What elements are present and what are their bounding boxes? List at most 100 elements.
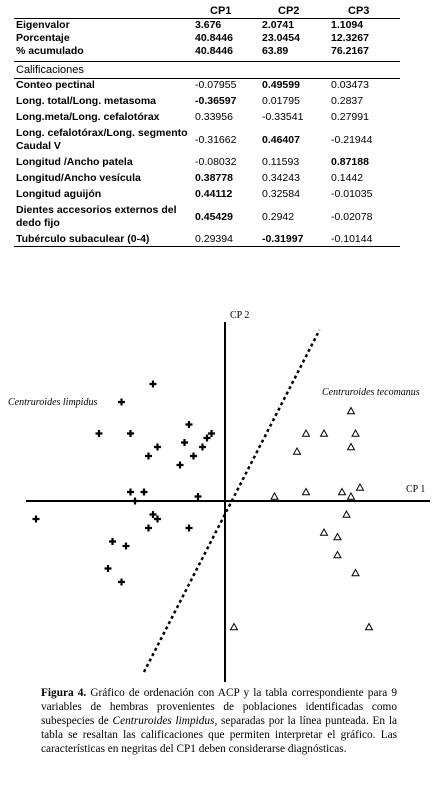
point-limpidus (190, 452, 197, 460)
cp1-value: -0.31662 (195, 134, 237, 146)
section-row: Calificaciones (14, 62, 400, 78)
eigen-rows: Eigenvalor 3.676 2.0741 1.1094 Porcentaje 40.… (14, 19, 400, 58)
cp3-value: 1.1094 (331, 19, 364, 31)
point-limpidus (118, 398, 125, 406)
point-limpidus (104, 565, 112, 572)
score-row: Longitud aguijón 0.44112 0.32584 -0.01035 (14, 188, 400, 201)
cp1-value: 40.8446 (195, 32, 233, 44)
cp1-value: 0.45429 (195, 211, 233, 223)
cp1-value: -0.36597 (195, 95, 237, 107)
point-tecomanus (301, 428, 311, 437)
point-limpidus (208, 430, 215, 437)
point-tecomanus (333, 532, 342, 541)
point-tecomanus (270, 491, 279, 500)
point-limpidus (181, 439, 188, 446)
cp3-value: 12.3267 (331, 32, 369, 44)
cp3-value: 0.03473 (331, 79, 369, 91)
section-rule-bottom (14, 78, 400, 79)
annotation-limpidus: Centruroides limpidus (8, 397, 97, 408)
cp2-value: -0.31997 (262, 233, 304, 245)
point-tecomanus (337, 487, 347, 496)
row-label: Porcentaje (16, 32, 70, 44)
row-label: Long. total/Long. metasoma (16, 95, 157, 107)
cp3-value: 0.2837 (331, 95, 364, 107)
section-label: Calificaciones (16, 64, 84, 76)
cp3-value: -0.01035 (331, 188, 373, 200)
cp1-value: -0.07955 (195, 79, 237, 91)
caption-text-1: Gráfico de ordenación con ACP y la tabla… (41, 687, 397, 727)
score-row: Long. cefalotórax/Long. segmento Caudal … (14, 127, 400, 153)
cp3-value: 0.27991 (331, 111, 369, 123)
point-limpidus (149, 380, 157, 388)
cp2-value: 0.32584 (262, 188, 300, 200)
header-cp2: CP2 (278, 5, 300, 17)
eigen-row: % acumulado 40.8446 63.89 76.2167 (14, 45, 400, 58)
cp2-value: 0.49599 (262, 79, 300, 91)
cp1-value: 0.44112 (195, 188, 233, 200)
point-limpidus (185, 524, 193, 532)
cp1-value: 40.8446 (195, 45, 233, 57)
table-header-row: CP1 CP2 CP3 (14, 5, 400, 18)
header-rule (14, 18, 400, 19)
point-limpidus (32, 515, 40, 523)
point-limpidus (127, 488, 134, 496)
point-tecomanus (364, 622, 374, 631)
point-tecomanus (319, 428, 329, 437)
row-label: Eigenvalor (16, 19, 70, 31)
cp2-value: 0.2942 (262, 211, 295, 223)
point-tecomanus (355, 482, 365, 491)
score-row: Long. total/Long. metasoma -0.36597 0.0179… (14, 95, 400, 108)
score-row: Conteo pectinal -0.07955 0.49599 0.03473 (14, 79, 400, 92)
caption-text-2: , separadas por la línea punteada. En la… (41, 714, 398, 755)
point-tecomanus (319, 527, 329, 536)
cp1-value: 0.33956 (195, 111, 233, 123)
cp2-value: 0.01795 (262, 95, 300, 107)
cp3-value: -0.02078 (331, 211, 373, 223)
score-row: Long.meta/Long. cefalotórax 0.33956 -0.335… (14, 111, 400, 124)
point-limpidus (145, 524, 152, 532)
point-tecomanus (292, 446, 302, 455)
cp2-value: 0.34243 (262, 172, 300, 184)
point-tecomanus (301, 487, 311, 496)
caption-label: Figura 4. (41, 687, 87, 699)
point-limpidus (194, 493, 202, 500)
point-tecomanus (346, 491, 356, 500)
cp3-value: -0.21944 (331, 134, 373, 146)
row-label: Long.meta/Long. cefalotórax (16, 111, 160, 123)
point-tecomanus (351, 428, 360, 437)
cp3-value: 0.1442 (331, 172, 364, 184)
point-tecomanus (351, 568, 360, 577)
cp3-value: 76.2167 (331, 45, 369, 57)
eigen-row: Porcentaje 40.8446 23.0454 12.3267 (14, 32, 400, 45)
row-label: Longitud aguijón (16, 188, 102, 200)
point-tecomanus (346, 406, 356, 415)
cp1-value: 0.29394 (195, 233, 233, 245)
cp3-value: 0.87188 (331, 156, 369, 168)
pca-table: CP1 CP2 CP3 Eigenvalor 3.676 2.0741 1.1094 P… (14, 5, 400, 247)
eigen-row: Eigenvalor 3.676 2.0741 1.1094 (14, 19, 400, 32)
y-axis-label: CP 2 (230, 310, 249, 321)
separator-dotted-line (142, 329, 321, 673)
annotation-tecomanus: Centruroides tecomanus (322, 387, 420, 398)
row-label: Longitud /Ancho patela (16, 156, 133, 168)
point-limpidus (154, 515, 161, 523)
point-limpidus (176, 461, 184, 469)
score-row: Longitud /Ancho patela -0.08032 0.11593 0.8… (14, 156, 400, 169)
section-rule-top (14, 61, 400, 62)
point-limpidus (95, 430, 103, 437)
caption-italic-species: Centruroides limpidus (112, 714, 215, 727)
point-tecomanus (346, 442, 356, 451)
point-limpidus (140, 488, 148, 496)
point-limpidus (149, 511, 157, 518)
cp3-value: -0.10144 (331, 233, 373, 245)
point-tecomanus (333, 550, 342, 559)
table-bottom-rule (14, 246, 400, 247)
point-limpidus (199, 443, 206, 451)
point-limpidus (131, 497, 139, 505)
cp2-value: 2.0741 (262, 19, 295, 31)
x-axis-label: CP 1 (406, 484, 425, 495)
point-limpidus (154, 443, 161, 451)
point-tecomanus (342, 509, 351, 518)
point-tecomanus (229, 622, 239, 631)
figure-caption: Figura 4. Gráfico de ordenación con ACP … (41, 687, 397, 757)
